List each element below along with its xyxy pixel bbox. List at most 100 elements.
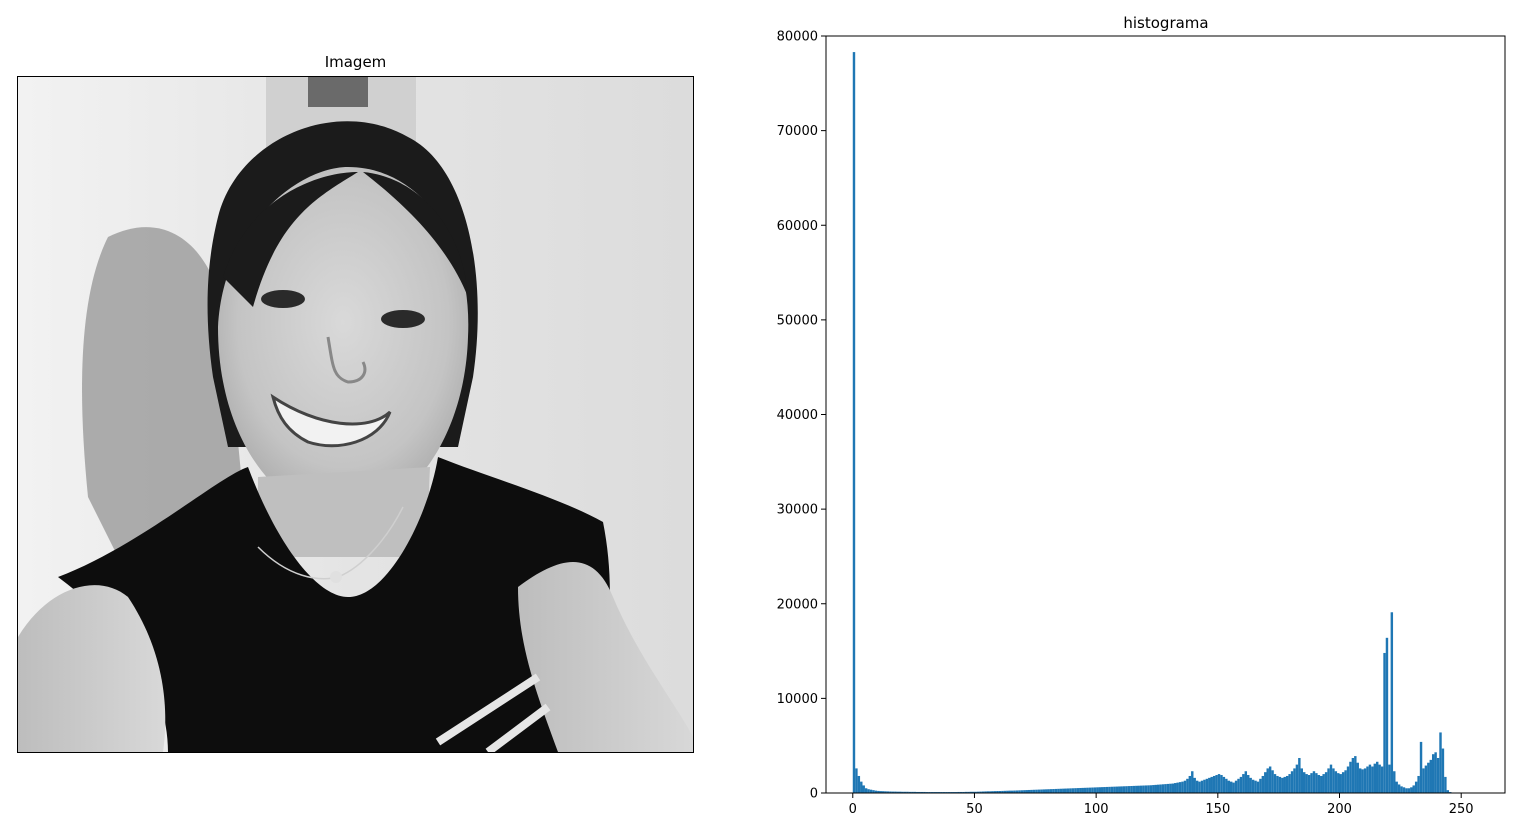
histogram-bar [1283,776,1286,793]
histogram-bar [1412,785,1415,793]
histogram-bar [1010,790,1014,793]
histogram-bar [1444,776,1447,793]
histogram-bar [1030,789,1033,793]
histogram-bar [1407,788,1411,793]
histogram-bar [1174,783,1177,793]
histogram-bar [1414,781,1418,793]
histogram-bar [889,791,892,793]
histogram-bar [1225,778,1228,793]
histogram-bar [1042,789,1046,793]
histogram-bar [1062,788,1065,793]
histogram-bar [969,791,973,793]
histogram-bar [1327,768,1330,793]
y-tick-label: 0 [810,787,818,802]
y-tick-label: 30000 [777,503,818,518]
histogram-bar [1400,786,1403,793]
histogram-bar [860,781,863,793]
histogram-bar [1429,759,1432,793]
histogram-bar [1259,778,1262,793]
histogram-bar [1247,775,1250,793]
histogram-bar [1276,775,1279,793]
histogram-bar [1298,757,1301,793]
histogram-bar [916,791,919,793]
histogram-bar [976,791,980,793]
histogram-bar [852,52,856,793]
histogram-bar [1237,778,1240,793]
y-tick-label: 10000 [777,692,818,707]
histogram-bar [1105,786,1109,793]
histogram-bar [1049,789,1053,793]
histogram-bar [874,790,878,793]
histogram-bar [1161,784,1165,793]
histogram-bar [1268,766,1272,793]
histogram-bar [1018,790,1021,793]
histogram-bar [1344,770,1347,793]
histogram-bar [1025,790,1028,793]
histogram-bar [1376,761,1379,793]
histogram-bars [852,52,1459,793]
histogram-bar [1307,775,1311,793]
histogram-bar [1076,788,1080,793]
histogram-bar [1069,788,1072,793]
histogram-bar [1261,775,1265,793]
histogram-bar [867,789,870,793]
histogram-bar [1186,778,1189,793]
histogram-bar [1368,764,1372,793]
histogram-bar [974,791,977,793]
x-tick-label: 100 [1084,802,1109,817]
histogram-bar [872,790,875,793]
x-tick-label: 0 [849,802,857,817]
x-tick-label: 150 [1205,802,1230,817]
histogram-bar [1152,785,1155,793]
histogram-bar [1064,788,1067,793]
histogram-bar [1088,787,1092,793]
histogram-bar [1132,785,1136,793]
histogram-bar [1130,786,1133,793]
histogram-bar [1363,768,1367,793]
histogram-bar [972,791,975,793]
histogram-bar [1178,782,1182,793]
histogram-bar [1422,768,1425,793]
histogram-bar [1028,789,1031,793]
histogram-bar [1222,776,1226,793]
histogram-bar [1188,775,1192,793]
histogram-bar [1220,775,1223,793]
histogram-bar [1383,652,1386,793]
histogram-bar [1035,789,1038,793]
histogram-bar [1215,775,1218,793]
histogram-bar [1242,774,1245,793]
histogram-bar [1193,777,1196,793]
histogram-bar [1118,786,1121,793]
histogram-bar [1023,790,1026,793]
histogram-bar [913,791,917,793]
histogram-bar [1008,790,1011,793]
histogram-bar [1227,780,1230,793]
histogram-bar [1208,777,1211,793]
histogram-bar [1198,781,1201,793]
histogram-bar [903,791,907,793]
chart-title: histograma [1123,14,1208,32]
histogram-bar [1125,786,1128,793]
histogram-bar [991,791,994,793]
histogram-bar [1264,772,1267,793]
histogram-bar [1047,789,1050,793]
histogram-bar [1324,772,1328,793]
histogram-bar [1171,783,1175,793]
histogram-bar [989,791,992,793]
histogram-bar [1054,788,1058,793]
histogram-bar [1103,787,1106,793]
x-tick-label: 250 [1449,802,1474,817]
histogram-bar [1281,777,1284,793]
histogram-bar [1079,787,1082,793]
histogram-bar [869,789,873,793]
histogram-bar [1122,786,1126,793]
histogram-bar [962,791,965,793]
histogram-bar [877,790,880,793]
histogram-bar [1115,786,1119,793]
histogram-bar [959,791,963,793]
histogram-bar [908,791,912,793]
histogram-bar [1285,775,1289,793]
histogram-bar [1271,770,1274,793]
histogram-bar [1337,773,1340,793]
histogram-bar [1322,774,1325,793]
